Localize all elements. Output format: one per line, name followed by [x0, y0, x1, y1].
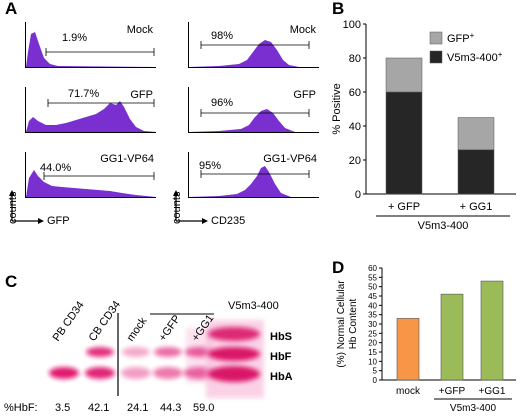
gfp-gg1-label: GG1-VP64	[100, 153, 154, 165]
y-tick-label: 45	[368, 292, 377, 301]
histogram-cd235-gg1: 95% GG1-VP64	[188, 152, 319, 198]
panel-a-ylabel-left: counts	[7, 191, 19, 224]
y-tick-label: 30	[368, 320, 377, 329]
y-tick-label: 50	[368, 283, 377, 292]
gel-image: PB CD34 CB CD34 mock +GFP +GG1	[49, 299, 264, 398]
gfp-gg1-percent: 44.0%	[40, 162, 72, 174]
gel-band-hbf	[122, 347, 150, 357]
group-label: V5m3-400	[450, 403, 497, 414]
gel-band-hba	[121, 367, 151, 379]
hbf-value-pb: 3.5	[55, 402, 71, 414]
histogram-gfp-gfp: 71.7% GFP	[25, 87, 156, 133]
hbf-value-gfp: 44.3	[160, 402, 182, 414]
cd235-gfp-label: GFP	[293, 89, 316, 101]
panel-a-xlabel-gfp: GFP	[47, 215, 70, 227]
panel-a-ylabel-right: counts	[171, 191, 183, 224]
panel-letter-c: C	[5, 272, 18, 291]
y-tick-label: 35	[368, 311, 377, 320]
y-tick-label: 15	[368, 348, 377, 357]
hbf-value-mock: 24.1	[127, 402, 149, 414]
band-label-hbs: HbS	[270, 331, 292, 343]
band-label-hba: HbA	[270, 371, 293, 383]
gel-band-hba	[85, 367, 115, 379]
histogram-curve	[189, 109, 310, 132]
legend-swatch	[429, 50, 443, 64]
panel-b-chart: 0 20 40 60 80 100 % Positive + GFP + GG1 V5m3-400…	[331, 19, 516, 232]
group-label: V5m3-400	[418, 220, 469, 232]
hbf-row-label: %HbF:	[4, 402, 38, 414]
hbf-value-cb: 42.1	[88, 402, 110, 414]
panel-letter-b: B	[332, 0, 345, 18]
gel-band-hbf	[86, 347, 114, 357]
legend-label: V5m3-400+	[447, 50, 503, 65]
bar	[480, 280, 504, 381]
cd235-mock-percent: 98%	[211, 30, 234, 42]
panel-letter-d: D	[332, 258, 345, 277]
y-tick-label: 80	[349, 53, 361, 65]
bar-segment	[385, 91, 423, 195]
lane-label: PB CD34	[51, 299, 87, 343]
x-tick-label: mock	[396, 386, 421, 397]
gel-band-hba	[153, 367, 183, 379]
x-tick-label: + GFP	[388, 201, 420, 213]
histogram-curve	[189, 166, 310, 197]
x-tick-label: +GG1	[479, 386, 506, 397]
histogram-curve	[189, 40, 310, 67]
y-tick-label: 60	[349, 87, 361, 99]
band-label-hbf: HbF	[270, 351, 292, 363]
cd235-gfp-percent: 96%	[211, 97, 234, 109]
y-tick-label: 55	[368, 273, 377, 282]
bar	[396, 318, 420, 381]
cd235-mock-label: Mock	[289, 24, 316, 36]
reference-band-hbs	[208, 327, 260, 341]
y-tick-label: 5	[373, 367, 378, 376]
histogram-curve	[26, 32, 156, 67]
bar-segment	[457, 117, 495, 151]
gel-band-hba	[49, 367, 79, 379]
histogram-gfp-mock: 1.9% Mock	[25, 22, 156, 68]
reference-band-hbf	[208, 347, 260, 361]
gel-band-hbf	[154, 347, 182, 357]
y-axis-label-line1: (%) Normal Cellular	[336, 280, 347, 368]
y-tick-label: 20	[368, 339, 377, 348]
y-tick-label: 20	[349, 155, 361, 167]
y-tick-label: 60	[368, 264, 377, 273]
histogram-cd235-gfp: 96% GFP	[188, 87, 319, 133]
lane-label: +GFP	[157, 313, 183, 344]
cd235-gg1-label: GG1-VP64	[263, 153, 317, 165]
panel-letter-a: A	[5, 0, 18, 18]
v5m3-header-c: V5m3-400	[228, 300, 279, 312]
reference-band-hba	[208, 366, 260, 382]
gfp-gfp-percent: 71.7%	[68, 88, 100, 100]
y-tick-label: 0	[373, 376, 378, 385]
cd235-gg1-percent: 95%	[199, 160, 222, 172]
legend-swatch	[429, 31, 443, 45]
y-tick-label: 0	[355, 189, 361, 201]
y-axis-label: % Positive	[331, 83, 343, 134]
y-tick-label: 25	[368, 329, 377, 338]
bar-segment	[457, 149, 495, 195]
hbf-value-gg1: 59.0	[193, 402, 215, 414]
y-tick-label: 10	[368, 357, 377, 366]
legend-label: GFP+	[447, 31, 475, 46]
x-tick-label: +GFP	[439, 386, 466, 397]
histogram-curve	[26, 170, 156, 197]
lane-label: mock	[125, 315, 150, 344]
gfp-mock-percent: 1.9%	[62, 32, 88, 44]
bar-segment	[385, 57, 423, 93]
histogram-gfp-gg1: 44.0% GG1-VP64	[25, 152, 156, 198]
y-tick-label: 100	[343, 19, 361, 31]
gfp-mock-label: Mock	[126, 24, 153, 36]
panel-a-axis-arrows	[9, 190, 208, 224]
panel-a-xlabel-cd235: CD235	[211, 215, 246, 227]
histogram-cd235-mock: 98% Mock	[188, 22, 319, 68]
x-tick-label: + GG1	[460, 201, 493, 213]
y-tick-label: 40	[368, 301, 377, 310]
y-tick-label: 40	[349, 121, 361, 133]
gfp-gfp-label: GFP	[130, 89, 153, 101]
histogram-curve	[26, 99, 156, 132]
bar	[440, 293, 464, 381]
y-axis-label-line2: Hb Content	[348, 298, 359, 349]
